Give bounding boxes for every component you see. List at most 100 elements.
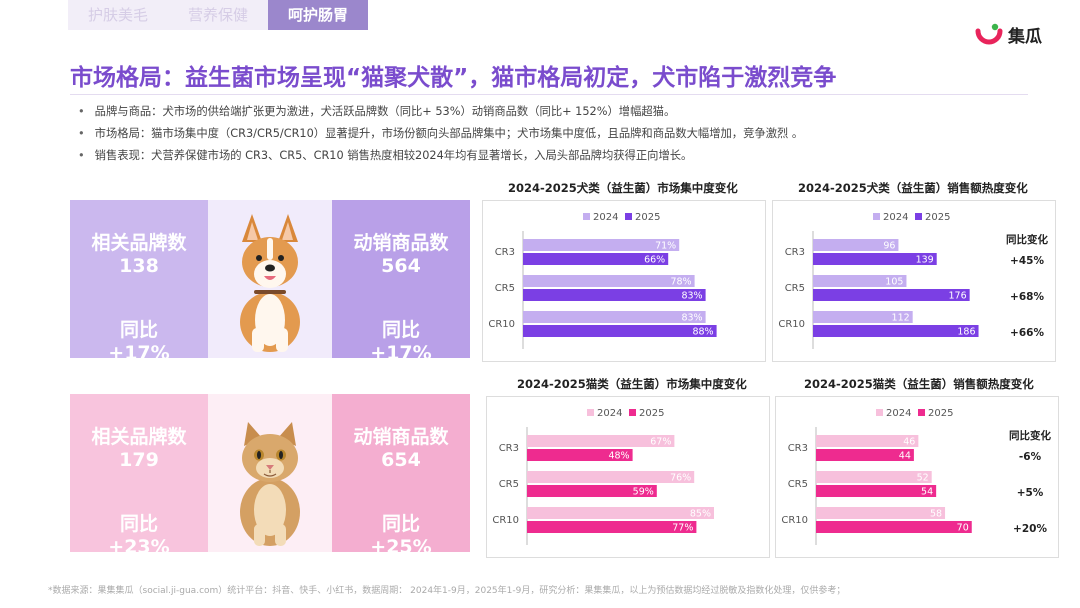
- bar-label-2025-CR5: 83%: [681, 291, 702, 302]
- legend-label-2025: 2025: [635, 212, 660, 223]
- cat-brand-yoy: +23%: [108, 536, 170, 558]
- tab-gut-care[interactable]: 呵护肠胃: [268, 0, 369, 30]
- dog-brand-label: 相关品牌数: [91, 232, 187, 254]
- bar-label-2025-CR10: 88%: [692, 327, 713, 338]
- legend-swatch-2025: [918, 409, 925, 416]
- category-label-CR3: CR3: [788, 443, 808, 454]
- chart-dog-sales: 2024 2025 同比变化 CR3 96 139 +45% CR5 105 176 +68% CR1…: [772, 200, 1056, 362]
- bar-2025-CR10: [816, 521, 972, 533]
- bar-label-2024-CR5: 105: [885, 277, 903, 288]
- bar-label-2025-CR3: 66%: [644, 255, 665, 266]
- chart-cat-concentration: 2024 2025 CR3 67% 48% CR5 76% 59% CR10 85% 77%: [486, 396, 770, 558]
- dog-icon: [240, 214, 300, 352]
- cat-product-yoy-label: 同比: [381, 513, 420, 535]
- yoy-value-CR3: -6%: [1019, 451, 1042, 463]
- tab-skin-coat[interactable]: 护肤美毛: [68, 0, 169, 30]
- tab-nutrition[interactable]: 营养保健: [168, 0, 269, 30]
- bullet-item: 销售表现：犬营养保健市场的 CR3、CR5、CR10 销售热度相较2024年均有…: [78, 145, 803, 167]
- dog-product-value: 564: [381, 255, 421, 277]
- chart-cat-sales-svg: 2024 2025 同比变化 CR3 46 44 -6% CR5 52 54 +5% CR10 58 70…: [781, 408, 1051, 545]
- bar-label-2025-CR5: 54: [921, 487, 933, 498]
- bar-label-2024-CR3: 67%: [650, 437, 671, 448]
- bar-label-2025-CR5: 59%: [633, 487, 654, 498]
- legend-label-2025: 2025: [925, 212, 950, 223]
- summary-bullets: 品牌与商品：犬市场的供给端扩张更为激进，犬活跃品牌数（同比+ 53%）动销商品数…: [78, 101, 804, 167]
- legend-swatch-2025: [915, 213, 922, 220]
- bar-label-2024-CR3: 96: [883, 241, 895, 252]
- cat-brand-label: 相关品牌数: [91, 426, 187, 448]
- bar-2024-CR3: [813, 239, 899, 251]
- bar-2025-CR3: [816, 449, 914, 461]
- bar-label-2024-CR3: 46: [903, 437, 915, 448]
- bar-2025-CR3: [523, 253, 669, 265]
- legend-swatch-2024: [876, 409, 883, 416]
- category-label-CR10: CR10: [492, 515, 519, 526]
- legend-swatch-2025: [629, 409, 636, 416]
- cat-icon: [240, 422, 300, 546]
- bar-2025-CR5: [523, 289, 706, 301]
- bar-2024-CR5: [527, 471, 695, 483]
- bar-label-2024-CR5: 52: [917, 473, 929, 484]
- category-label-CR10: CR10: [488, 319, 515, 330]
- yoy-value-CR3: +45%: [1010, 255, 1044, 267]
- dog-brand-yoy-label: 同比: [119, 319, 158, 341]
- bar-label-2025-CR3: 44: [899, 451, 911, 462]
- legend-label-2024: 2024: [593, 212, 618, 223]
- bar-2024-CR10: [813, 311, 913, 323]
- bar-label-2024-CR3: 71%: [655, 241, 676, 252]
- chart-cat-sales: 2024 2025 同比变化 CR3 46 44 -6% CR5 52 54 +5% CR10 58 70…: [775, 396, 1059, 558]
- category-label-CR5: CR5: [495, 283, 515, 294]
- legend-swatch-2024: [873, 213, 880, 220]
- chart-title-cat-sales: 2024-2025猫类（益生菌）销售额热度变化: [804, 377, 1034, 391]
- bar-2024-CR10: [816, 507, 946, 519]
- logo-icon: [975, 23, 1003, 44]
- cat-stats-panel: 相关品牌数 179 同比 +23% 动销商品数 654 同比 +25%: [70, 394, 470, 558]
- category-tabs: 护肤美毛 营养保健 呵护肠胃: [68, 0, 369, 30]
- legend-label-2024: 2024: [883, 212, 908, 223]
- category-label-CR10: CR10: [781, 515, 808, 526]
- yoy-header: 同比变化: [1006, 233, 1048, 246]
- yoy-value-CR5: +68%: [1010, 291, 1044, 303]
- legend-swatch-2024: [587, 409, 594, 416]
- bar-label-2025-CR10: 77%: [672, 523, 693, 534]
- category-label-CR5: CR5: [499, 479, 519, 490]
- bar-label-2024-CR10: 85%: [690, 509, 711, 520]
- yoy-header: 同比变化: [1009, 429, 1051, 442]
- bar-2024-CR5: [813, 275, 907, 287]
- chart-title-cat-concentration: 2024-2025猫类（益生菌）市场集中度变化: [517, 377, 747, 391]
- bar-2025-CR5: [527, 485, 657, 497]
- bar-2025-CR10: [813, 325, 979, 337]
- chart-dog-concentration-svg: 2024 2025 CR3 71% 66% CR5 78% 83% CR10 83% 88%: [488, 212, 717, 349]
- bullet-item: 市场格局：猫市场集中度（CR3/CR5/CR10）显著提升，市场份额向头部品牌集…: [78, 123, 804, 145]
- bar-2025-CR5: [816, 485, 937, 497]
- cat-brand-value: 179: [119, 449, 159, 471]
- cat-brand-card: 相关品牌数 179 同比 +23%: [70, 394, 208, 558]
- bullet-item: 品牌与商品：犬市场的供给端扩张更为激进，犬活跃品牌数（同比+ 53%）动销商品数…: [78, 101, 803, 123]
- dog-image: [208, 200, 332, 358]
- bar-2025-CR10: [523, 325, 717, 337]
- bar-label-2025-CR5: 176: [948, 291, 966, 302]
- page-title: 市场格局：益生菌市场呈现“猫聚犬散”，猫市格局初定，犬市陷于激烈竞争: [70, 65, 837, 91]
- chart-dog-sales-svg: 2024 2025 同比变化 CR3 96 139 +45% CR5 105 176 +68% CR1…: [778, 212, 1048, 349]
- bar-label-2025-CR10: 186: [957, 327, 975, 338]
- yoy-value-CR10: +20%: [1013, 523, 1047, 535]
- bar-label-2024-CR5: 76%: [670, 473, 691, 484]
- cat-image: [208, 394, 332, 552]
- bar-label-2024-CR10: 83%: [681, 313, 702, 324]
- yoy-value-CR5: +5%: [1017, 487, 1044, 499]
- category-label-CR3: CR3: [495, 247, 515, 258]
- dog-brand-value: 138: [119, 255, 159, 277]
- bar-label-2025-CR3: 139: [916, 255, 934, 266]
- dog-stats-panel: 相关品牌数 138 同比 +17% 动销商品数 564 同比 +17%: [70, 200, 470, 364]
- cat-brand-yoy-label: 同比: [119, 513, 158, 535]
- yoy-value-CR10: +66%: [1010, 327, 1044, 339]
- bar-2024-CR3: [523, 239, 680, 251]
- bar-2025-CR5: [813, 289, 970, 301]
- chart-dog-concentration: 2024 2025 CR3 71% 66% CR5 78% 83% CR10 83% 88%: [482, 200, 766, 362]
- legend-label-2024: 2024: [597, 408, 622, 419]
- dog-product-yoy-label: 同比: [381, 319, 420, 341]
- category-label-CR3: CR3: [785, 247, 805, 258]
- legend-label-2025: 2025: [639, 408, 664, 419]
- legend-swatch-2024: [583, 213, 590, 220]
- category-label-CR5: CR5: [788, 479, 808, 490]
